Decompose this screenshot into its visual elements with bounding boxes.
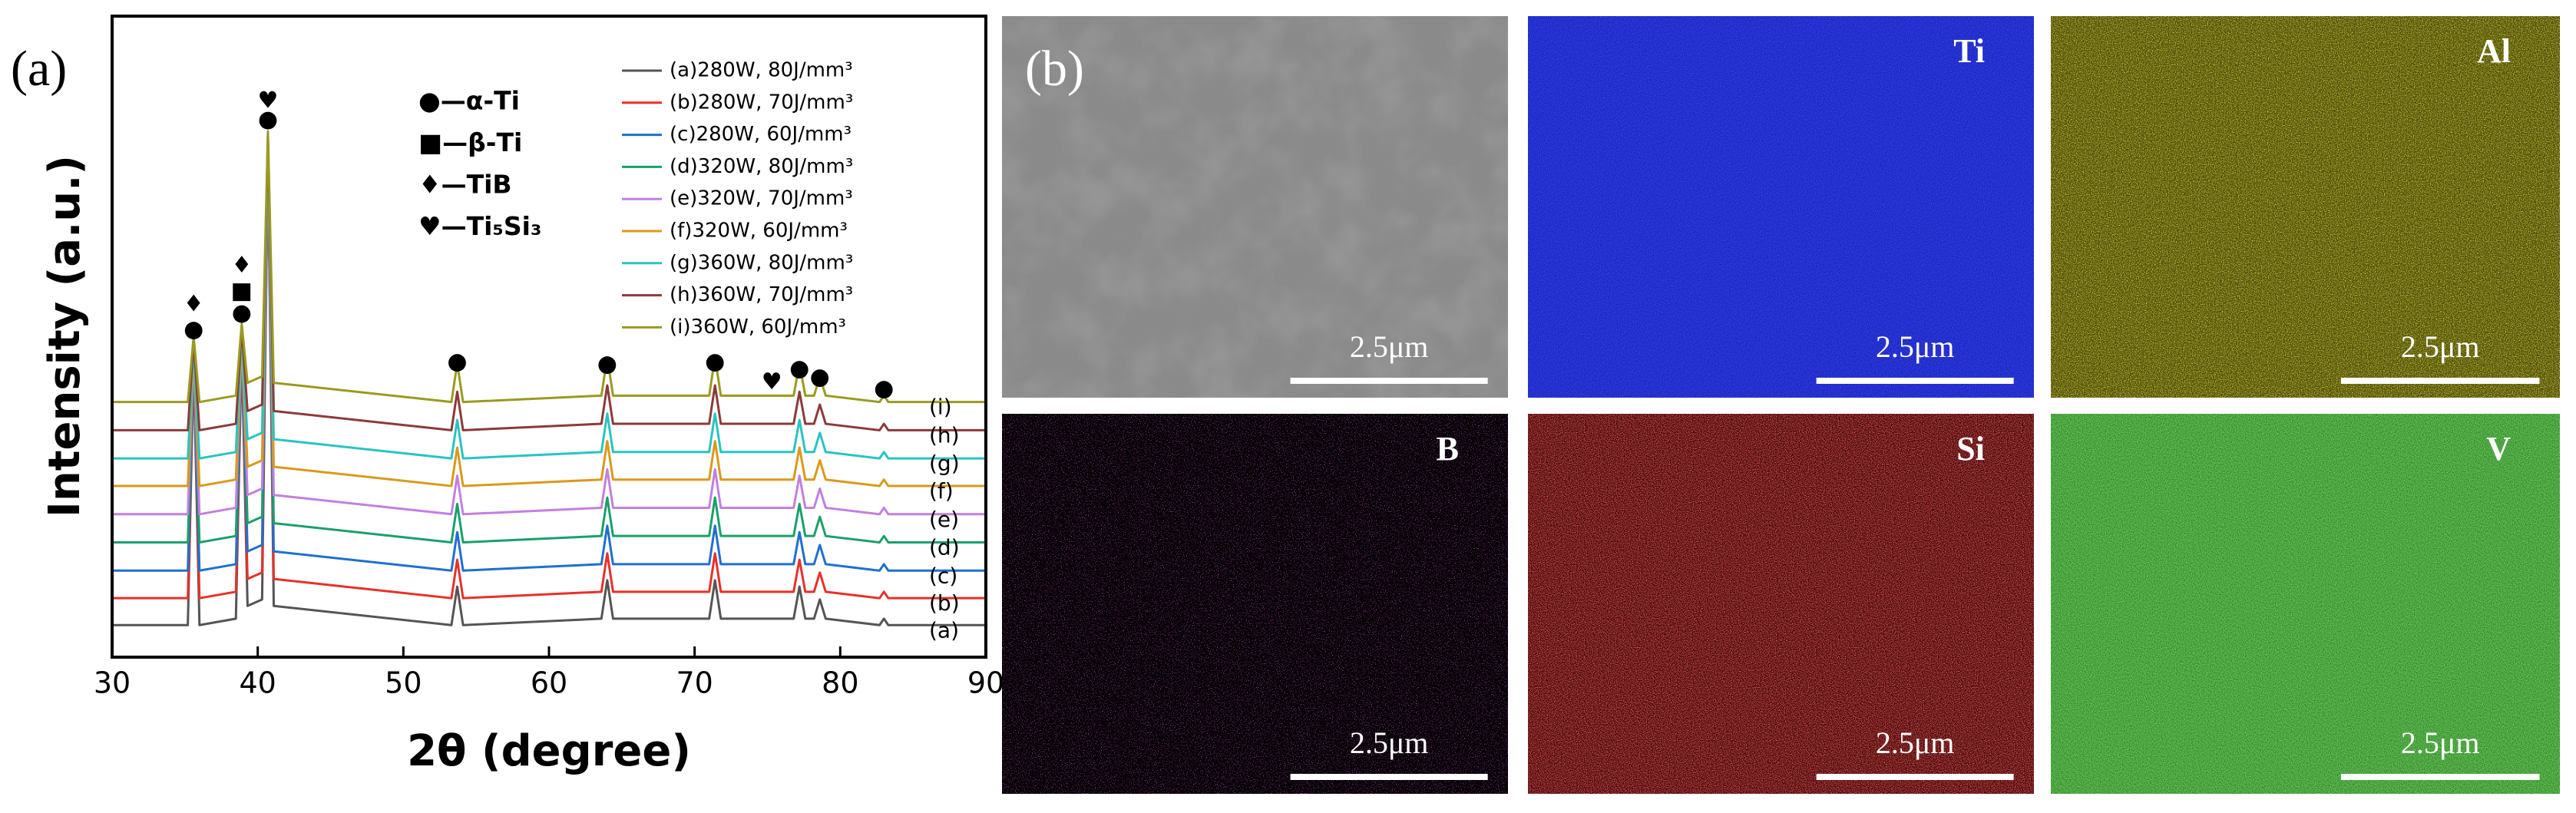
peak-marker: ● (447, 348, 467, 375)
element-label: Al (2477, 32, 2511, 70)
micrograph: B 2.5μm (1002, 414, 1508, 794)
peak-marker: ● (597, 351, 617, 378)
legend-label: (e)320W, 70J/mm³ (670, 187, 853, 210)
y-axis-label: Intensity (a.u.) (40, 155, 90, 517)
micrograph-texture (1528, 16, 2034, 398)
peak-marker: ● (258, 106, 278, 133)
peak-marker: ♥ (257, 88, 278, 114)
peak-marker: ♥ (762, 368, 782, 395)
x-tick-label: 70 (676, 666, 713, 700)
legend-label: (g)360W, 80J/mm³ (670, 251, 853, 274)
x-tick-label: 30 (94, 666, 131, 700)
micrograph-texture (1528, 414, 2034, 794)
panel-label: (b) (1025, 41, 1084, 97)
peak-marker: ● (810, 363, 830, 390)
scale-bar-label: 2.5μm (1876, 329, 1955, 364)
x-tick-label: 80 (822, 666, 858, 700)
x-tick-label: 90 (967, 666, 1004, 700)
series-end-label: (g) (929, 451, 960, 476)
micrograph-texture (1002, 414, 1508, 794)
series-end-label: (d) (929, 535, 960, 560)
plot-area: 30 40 50 60 70 80 90 (a) (a)280W, 80J/mm³ (b) (b)2… (94, 15, 1004, 700)
peak-marker: ● (874, 375, 894, 402)
micrograph: Al 2.5μm (2051, 16, 2560, 398)
legend-label: (d)320W, 80J/mm³ (670, 155, 853, 178)
micrograph: 2.5μm (1002, 16, 1508, 398)
peak-marker: ● (232, 299, 252, 326)
scale-bar-label: 2.5μm (1350, 329, 1429, 364)
x-tick-label: 50 (385, 666, 422, 700)
series-end-label: (e) (929, 507, 959, 532)
peak-marker: ♦ (231, 252, 252, 279)
legend-label: (a)280W, 80J/mm³ (670, 59, 853, 82)
legend-label: (c)280W, 60J/mm³ (670, 123, 852, 146)
phase-legend: ●—α-Ti (418, 86, 520, 116)
legend-label: (h)360W, 70J/mm³ (670, 283, 853, 306)
series-end-label: (b) (929, 590, 960, 616)
phase-legend: ■—β-Ti (418, 127, 522, 157)
series-end-label: (c) (929, 563, 957, 588)
micrograph-texture (2051, 16, 2560, 398)
scale-bar-label: 2.5μm (2401, 725, 2480, 760)
legend-label: (i)360W, 60J/mm³ (670, 316, 846, 339)
micrograph-texture (2051, 414, 2560, 794)
micrograph: Si 2.5μm (1528, 414, 2034, 794)
micrograph-texture (1002, 16, 1508, 398)
element-label: Si (1956, 430, 1985, 468)
peak-marker: ♦ (184, 290, 204, 317)
series-end-label: (h) (929, 422, 960, 448)
plot-frame (111, 15, 987, 659)
peak-marker: ● (184, 316, 203, 343)
micrograph: V 2.5μm (2051, 414, 2560, 794)
peak-marker: ■ (231, 278, 253, 305)
legend-label: (f)320W, 60J/mm³ (670, 220, 848, 243)
micrograph: Ti 2.5μm (1528, 16, 2034, 398)
legend-label: (b)280W, 70J/mm³ (670, 91, 853, 114)
series-end-label: (a) (929, 617, 959, 643)
x-tick-label: 60 (531, 666, 567, 700)
x-tick-label: 40 (239, 666, 276, 700)
phase-legend: ♥—Ti₅Si₃ (418, 211, 541, 241)
x-axis-label: 2θ (degree) (407, 726, 691, 776)
series-end-label: (f) (929, 478, 954, 504)
scale-bar-label: 2.5μm (2401, 329, 2480, 364)
element-label: V (2486, 430, 2511, 468)
peak-marker: ● (705, 348, 725, 375)
series-line (112, 130, 986, 404)
scale-bar-label: 2.5μm (1350, 725, 1429, 760)
element-label: Ti (1953, 32, 1985, 70)
phase-legend: ♦—TiB (418, 170, 512, 200)
peak-marker: ● (789, 355, 809, 382)
element-label: B (1437, 430, 1459, 468)
series-end-label: (i) (929, 395, 952, 420)
scale-bar-label: 2.5μm (1876, 725, 1955, 760)
panel-label: (a) (11, 41, 67, 97)
